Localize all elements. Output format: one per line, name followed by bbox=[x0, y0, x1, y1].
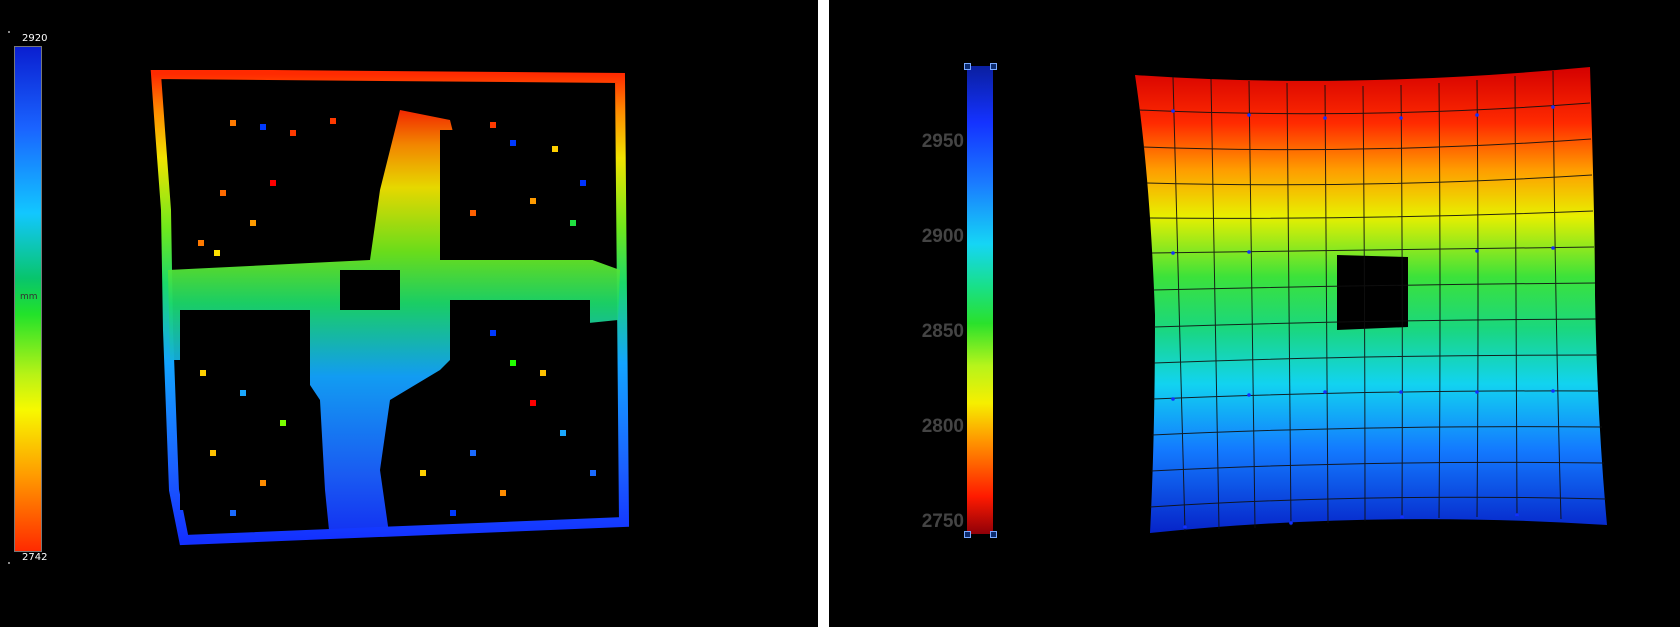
right-colorbar-tick-2800: 2800 bbox=[921, 416, 964, 437]
depth-heatmap[interactable] bbox=[150, 70, 630, 550]
right-colorbar-tick-2850: 2850 bbox=[921, 321, 964, 342]
right-colorbar[interactable] bbox=[967, 66, 993, 534]
right-colorbar-tick-2950: 2950 bbox=[921, 131, 964, 152]
mesh-grid-lines bbox=[1138, 70, 1607, 532]
mesh-hole bbox=[1337, 255, 1408, 330]
left-colorbar bbox=[14, 46, 42, 552]
colorbar-resize-handle-bottom-right[interactable] bbox=[990, 531, 997, 538]
corner-marker-top bbox=[8, 31, 10, 33]
right-colorbar-tick-2750: 2750 bbox=[921, 511, 964, 532]
central-cross-band bbox=[168, 110, 620, 540]
colorbar-resize-handle-bottom-left[interactable] bbox=[964, 531, 971, 538]
right-colorbar-tick-2900: 2900 bbox=[921, 226, 964, 247]
heatmap-border bbox=[150, 70, 630, 546]
mesh-vertices bbox=[1171, 105, 1555, 529]
colorbar-resize-handle-top-left[interactable] bbox=[964, 63, 971, 70]
heatmap-data-layer bbox=[168, 110, 620, 540]
depth-surface-mesh[interactable] bbox=[1125, 55, 1615, 545]
scatter-pixels bbox=[198, 118, 596, 516]
corner-marker-bottom bbox=[8, 562, 10, 564]
left-colorbar-max-label: 2920 bbox=[22, 33, 48, 44]
viewport-divider[interactable] bbox=[818, 0, 829, 627]
colorbar-resize-handle-top-right[interactable] bbox=[990, 63, 997, 70]
left-colorbar-min-label: 2742 bbox=[22, 552, 48, 563]
left-colorbar-unit-label: mm bbox=[20, 292, 38, 302]
